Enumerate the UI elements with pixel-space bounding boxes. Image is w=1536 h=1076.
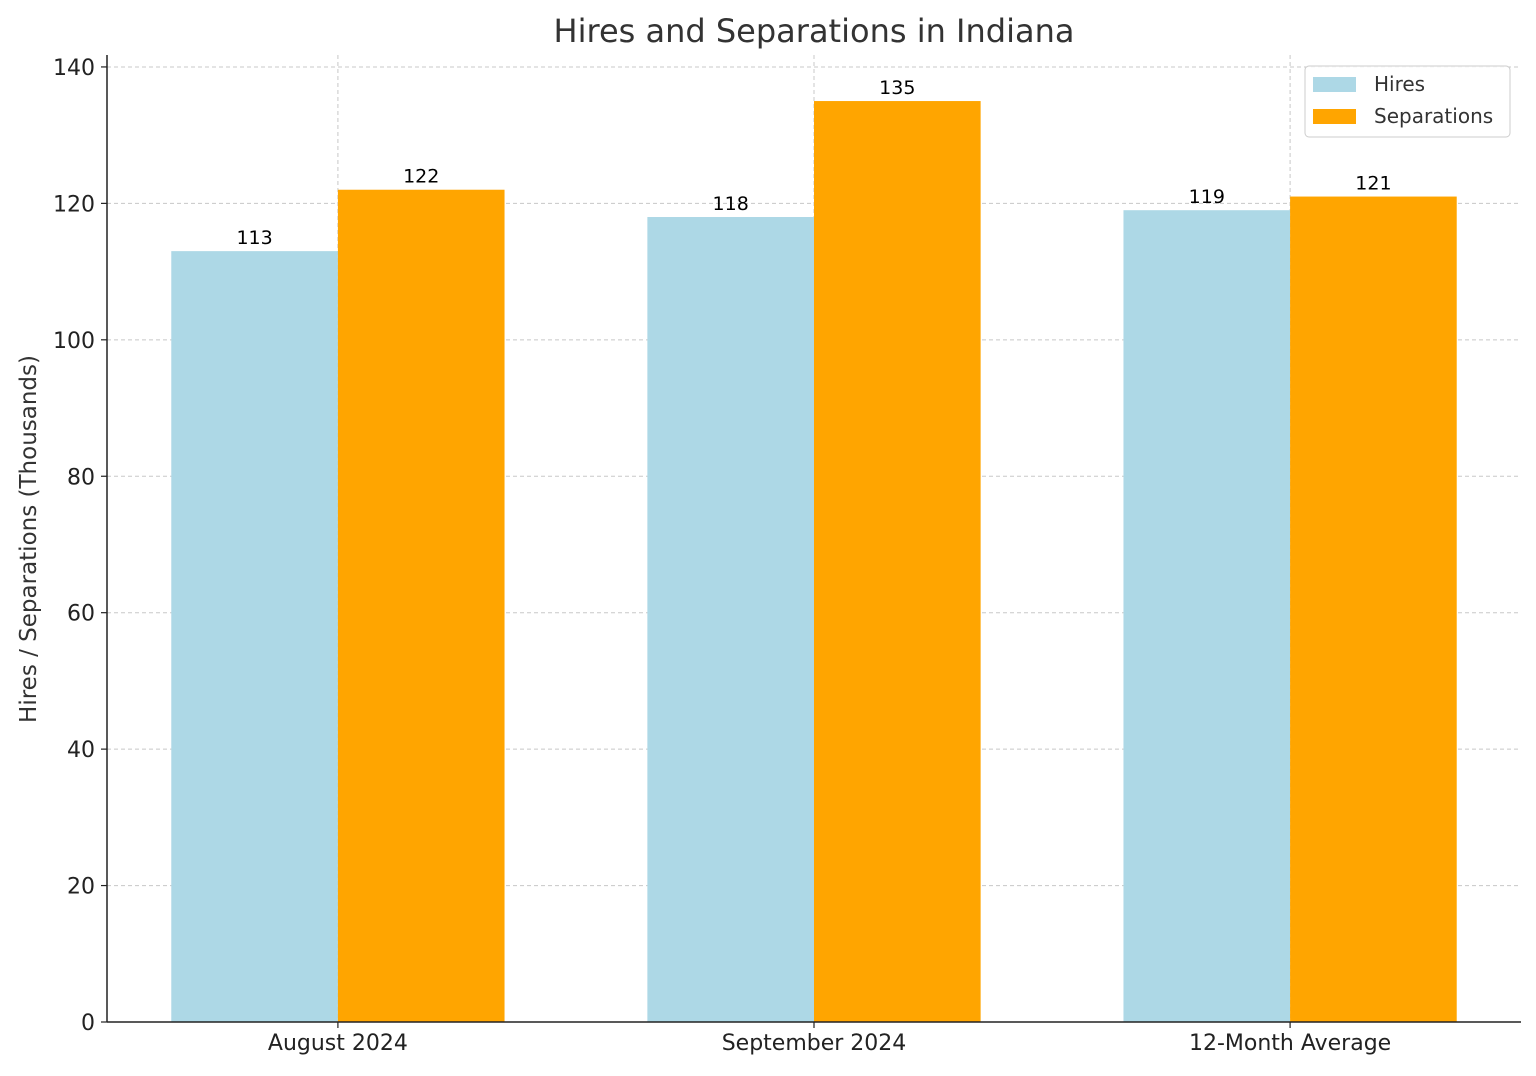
y-tick-label: 40 bbox=[67, 738, 95, 763]
y-axis-label: Hires / Separations (Thousands) bbox=[16, 355, 42, 723]
y-tick-label: 0 bbox=[81, 1011, 95, 1036]
chart-title: Hires and Separations in Indiana bbox=[554, 12, 1075, 50]
data-label: 113 bbox=[236, 227, 272, 249]
x-tick-label: 12-Month Average bbox=[1189, 1031, 1391, 1056]
legend-box bbox=[1304, 65, 1511, 138]
bars bbox=[171, 101, 1457, 1023]
bar-hires bbox=[171, 251, 338, 1022]
legend: Hires Separations bbox=[1304, 65, 1511, 138]
data-label: 119 bbox=[1189, 186, 1225, 208]
y-tick-label: 20 bbox=[67, 875, 95, 900]
legend-swatch-hires bbox=[1313, 77, 1356, 92]
data-labels: 113 118 119 122 135 121 bbox=[236, 77, 1391, 249]
legend-label: Separations bbox=[1374, 104, 1493, 128]
y-tick-label: 100 bbox=[53, 329, 95, 354]
data-label: 118 bbox=[713, 193, 749, 215]
y-tick-label: 140 bbox=[53, 56, 95, 81]
y-tick-label: 120 bbox=[53, 192, 95, 217]
bar-separations bbox=[337, 189, 505, 1022]
legend-swatch-separations bbox=[1313, 109, 1356, 124]
bar-hires bbox=[1123, 210, 1291, 1023]
bar-separations bbox=[814, 101, 981, 1023]
y-tick-label: 60 bbox=[67, 602, 95, 627]
data-label: 135 bbox=[879, 77, 915, 99]
data-label: 122 bbox=[403, 166, 439, 188]
axes: 0 20 40 60 80 100 120 140 August 2024 September 2… bbox=[53, 55, 1521, 1056]
data-label: 121 bbox=[1355, 173, 1391, 195]
y-tick-label: 80 bbox=[67, 465, 95, 490]
bar-hires bbox=[647, 217, 814, 1022]
x-tick-label: August 2024 bbox=[268, 1031, 408, 1056]
bar-separations bbox=[1290, 196, 1457, 1023]
x-tick-label: September 2024 bbox=[722, 1031, 907, 1056]
legend-label: Hires bbox=[1374, 72, 1425, 96]
